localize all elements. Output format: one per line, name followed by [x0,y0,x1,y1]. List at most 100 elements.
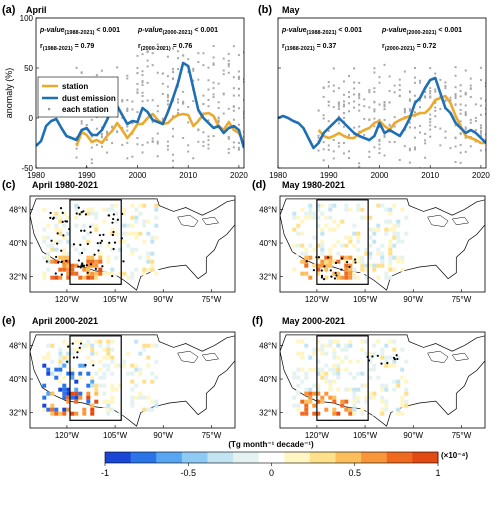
station-point [479,79,482,82]
trend-cell [150,235,155,240]
trend-cell [304,343,309,348]
station-point [171,153,174,156]
significance-dot [80,251,84,255]
station-point [177,50,180,53]
trend-cell [126,211,131,216]
trend-cell [90,407,95,412]
trend-cell [118,359,123,364]
trend-cell [122,231,127,236]
trend-cell [320,351,325,356]
station-point [439,78,442,81]
station-point [368,89,371,92]
trend-cell [58,343,63,348]
significance-dot [112,247,115,251]
significance-dot [322,278,326,281]
station-point [403,70,406,73]
trend-cell [376,375,381,380]
legend-label-dust: dust emission [62,94,116,103]
station-point [327,120,330,123]
station-point [434,115,437,118]
trend-cell [300,351,305,356]
station-point [202,52,205,55]
trend-cell [340,239,345,244]
trend-cell [150,263,155,268]
trend-cell [320,387,325,392]
map-y-tick-label: 40°N [9,239,27,248]
station-point [358,93,361,96]
significance-dot [107,214,110,217]
station-point [207,66,210,69]
trend-cell [98,343,103,348]
trend-cell [324,375,329,380]
trend-cell [114,231,119,236]
trend-cell [324,211,329,216]
station-point [187,58,190,61]
trend-cell [138,383,143,388]
station-point [373,90,376,93]
trend-cell [126,371,131,376]
trend-cell [320,399,325,404]
station-point [106,151,109,154]
station-point [434,88,437,91]
station-point [212,81,215,84]
trend-cell [58,231,63,236]
station-point [327,144,330,147]
station-point [187,105,190,108]
trend-cell [364,355,369,360]
trend-cell [110,227,115,232]
trend-cell [114,379,119,384]
trend-cell [106,399,111,404]
trend-cell [336,355,341,360]
trend-cell [296,223,301,228]
station-point [121,100,124,103]
trend-cell [400,395,405,400]
significance-dot [330,275,333,278]
trend-cell [70,263,75,268]
trend-cell [376,255,381,260]
station-point [327,100,330,103]
x-tick-label: 1990 [320,171,338,180]
trend-cell [392,347,397,352]
station-point [454,94,457,97]
trend-cell [110,267,115,272]
station-point [126,77,129,80]
trend-cell [292,383,297,388]
station-point [459,161,462,164]
station-point [353,67,356,70]
significance-dot [353,258,357,261]
trend-cell [146,399,151,404]
trend-cell [150,211,155,216]
trend-cell [98,267,103,272]
station-point [403,145,406,148]
trend-cell [66,231,71,236]
trend-cell [102,355,107,360]
trend-cell [62,259,67,264]
station-point [177,57,180,60]
trend-cell [58,347,63,352]
trend-cell [146,367,151,372]
station-point [388,90,391,93]
station-point [424,142,427,145]
x-tick-label: 2010 [421,171,439,180]
station-point [429,92,432,95]
trend-cell [70,347,75,352]
station-point [485,113,486,116]
station-point [197,78,200,81]
trend-cell [142,399,147,404]
significance-dot [340,257,344,260]
trend-cell [66,375,71,380]
trend-cell [348,211,353,216]
trend-cell [368,367,373,372]
trend-cell [352,271,357,276]
significance-dot [320,276,323,279]
trend-cell [62,355,67,360]
trend-cell [372,231,377,236]
lake-outline [177,350,199,363]
trend-cell [102,363,107,368]
trend-cell [308,215,313,220]
station-point [413,94,416,97]
station-point [479,113,482,116]
station-point [136,67,139,70]
trend-cell [312,211,317,216]
